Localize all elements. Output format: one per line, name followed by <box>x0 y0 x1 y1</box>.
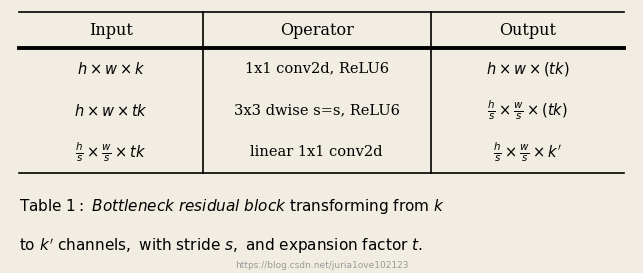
Text: $h \times w \times k$: $h \times w \times k$ <box>77 61 145 77</box>
Text: $\frac{h}{s} \times \frac{w}{s} \times k'$: $\frac{h}{s} \times \frac{w}{s} \times k… <box>493 141 561 164</box>
Text: $\frac{h}{s} \times \frac{w}{s} \times tk$: $\frac{h}{s} \times \frac{w}{s} \times t… <box>75 141 147 164</box>
Text: Operator: Operator <box>280 22 354 38</box>
Text: 1x1 conv2d, ReLU6: 1x1 conv2d, ReLU6 <box>244 62 389 76</box>
Text: Input: Input <box>89 22 133 38</box>
Text: https://blog.csdn.net/juria1ove102123: https://blog.csdn.net/juria1ove102123 <box>235 261 408 270</box>
Text: 3x3 dwise s=s, ReLU6: 3x3 dwise s=s, ReLU6 <box>233 103 400 118</box>
Text: $\mathrm{Table\ 1:}\ \mathit{Bottleneck\ residual\ block}\ \mathrm{transforming\: $\mathrm{Table\ 1:}\ \mathit{Bottleneck\… <box>19 197 446 216</box>
Text: Output: Output <box>499 22 556 38</box>
Text: $h \times w \times tk$: $h \times w \times tk$ <box>74 103 148 118</box>
Text: linear 1x1 conv2d: linear 1x1 conv2d <box>250 146 383 159</box>
Text: $h \times w \times (tk)$: $h \times w \times (tk)$ <box>485 60 569 78</box>
Text: $\frac{h}{s} \times \frac{w}{s} \times (tk)$: $\frac{h}{s} \times \frac{w}{s} \times (… <box>487 99 568 122</box>
Text: $\mathrm{to}\ k'\ \mathrm{channels,\ with\ stride}\ s\mathrm{,\ and\ expansion\ : $\mathrm{to}\ k'\ \mathrm{channels,\ wit… <box>19 236 423 256</box>
